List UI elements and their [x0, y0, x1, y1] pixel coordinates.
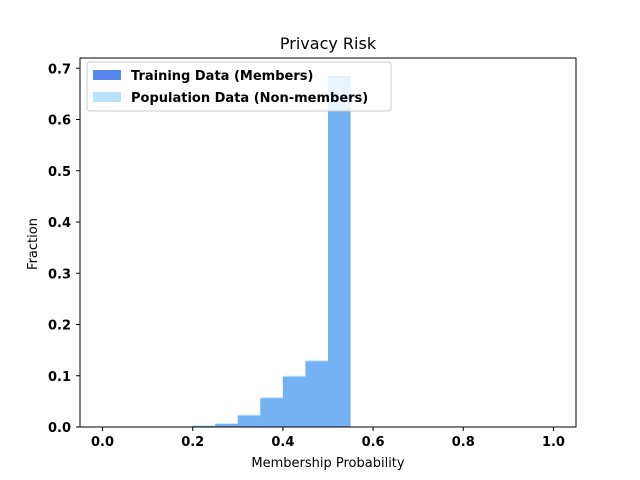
y-tick-label: 0.7: [48, 62, 71, 77]
legend: Training Data (Members) Population Data …: [86, 61, 392, 112]
plot-frame: [79, 57, 577, 428]
x-tick-label: 0.4: [271, 435, 294, 450]
y-tick-label: 0.5: [48, 165, 71, 180]
histogram-bar: [192, 425, 216, 427]
y-axis-ticks: 0.0 0.1 0.2 0.3 0.4 0.5 0.6 0.7: [48, 62, 80, 436]
legend-label-population: Population Data (Non-members): [131, 91, 368, 106]
histogram-bar: [328, 77, 351, 427]
x-tick-label: 1.0: [542, 435, 565, 450]
y-tick-label: 0.1: [48, 370, 71, 385]
y-tick-label: 0.4: [48, 216, 71, 231]
x-axis-label: Membership Probability: [251, 456, 405, 471]
legend-swatch-population: [93, 92, 121, 102]
histogram-bar: [260, 397, 283, 427]
x-tick-label: 0.8: [452, 435, 475, 450]
histogram-bars: [192, 75, 351, 427]
histogram-bar: [237, 414, 261, 427]
legend-box: [86, 61, 392, 112]
y-tick-label: 0.6: [48, 114, 71, 129]
x-tick-label: 0.0: [91, 435, 114, 450]
legend-swatch-training: [93, 70, 121, 80]
y-tick-label: 0.0: [48, 421, 71, 436]
y-tick-label: 0.2: [48, 319, 71, 334]
y-tick-label: 0.3: [48, 267, 71, 282]
x-axis-ticks: 0.0 0.2 0.4 0.6 0.8 1.0: [91, 427, 565, 450]
x-tick-label: 0.2: [181, 435, 204, 450]
x-tick-label: 0.6: [362, 435, 385, 450]
histogram-bar: [305, 360, 328, 427]
histogram-bar: [215, 423, 238, 427]
y-axis-label: Fraction: [26, 218, 41, 270]
chart-title: Privacy Risk: [280, 34, 377, 53]
histogram-bar: [282, 375, 306, 427]
legend-label-training: Training Data (Members): [131, 69, 313, 84]
